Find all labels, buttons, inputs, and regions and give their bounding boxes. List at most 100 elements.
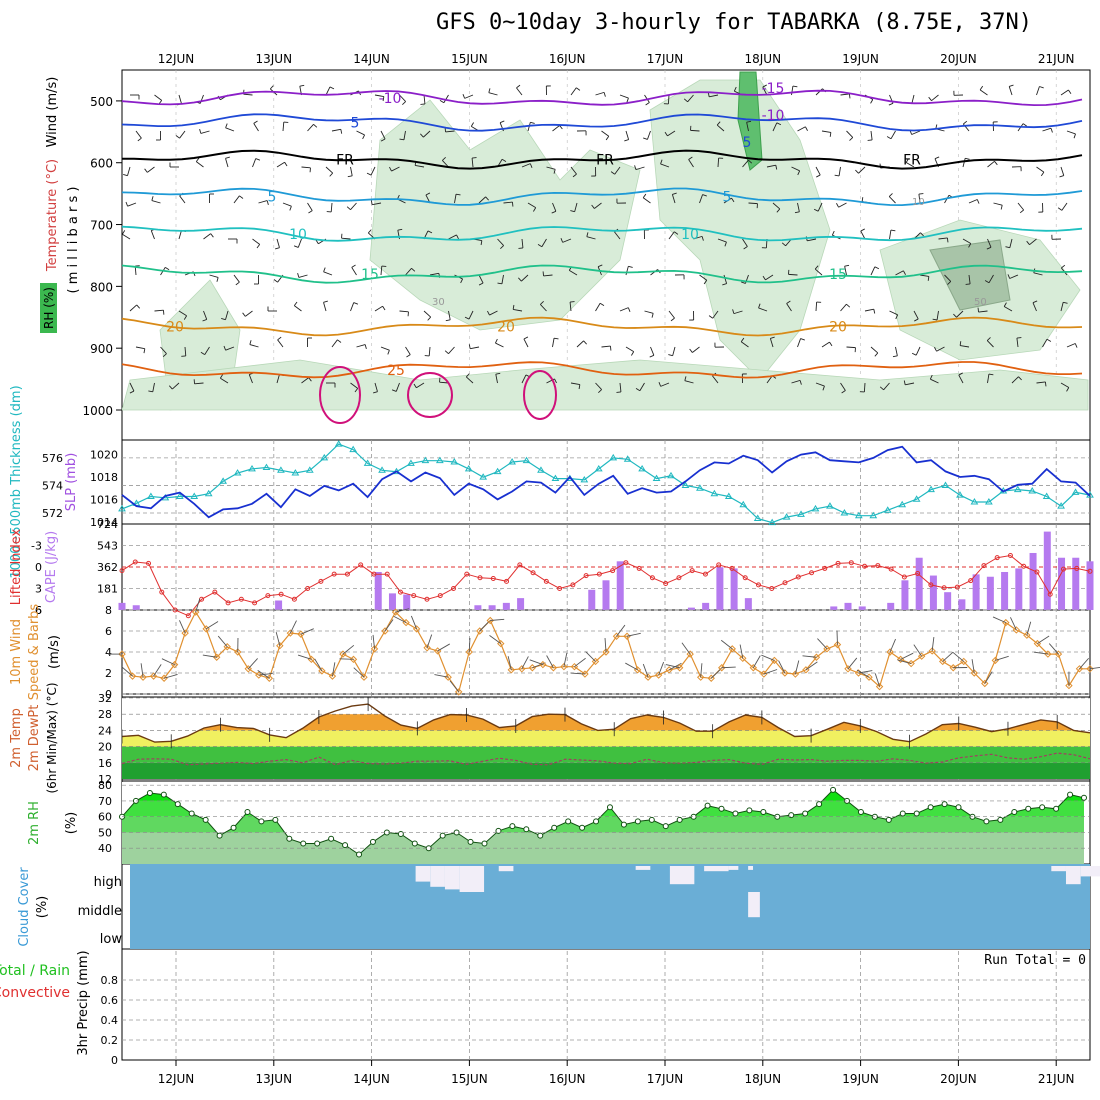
upper-wind-barb [373,391,378,394]
upper-wind-barb [276,238,280,248]
upper-wind-barb [1022,123,1028,127]
thickness-point [291,469,300,476]
upper-wind-barb [928,96,932,101]
wind-barb [992,616,1007,624]
upper-wind-barb [646,130,651,140]
wind-speed-point [370,645,379,653]
cape-bar [901,580,909,610]
thickness-point [927,485,935,493]
upper-wind-barb [323,300,328,303]
upper-wind-barb [918,194,921,204]
upper-wind-barb [389,166,392,172]
upper-wind-barb [672,346,676,356]
slp-line [121,445,1091,519]
precip-tick: 0.4 [101,1014,119,1027]
thickness-point [508,458,516,465]
upper-wind-barb [541,238,547,247]
thickness-point [479,473,488,480]
upper-wind-barb [323,271,333,276]
upper-wind-barb [276,161,285,168]
thickness-point [204,489,213,497]
upper-wind-label: Wind (m/s) [45,77,60,148]
upper-wind-barb [936,346,945,352]
upper-wind-barb [154,309,164,312]
wind-tick: 6 [105,625,112,638]
cloud-level-low: low [100,932,123,947]
upper-wind-barb [701,236,704,241]
thickness-point [363,459,372,466]
wind-barb [434,674,449,678]
upper-wind-barb [552,202,557,212]
upper-wind-barb [805,126,808,131]
upper-wind-barb [485,196,489,201]
upper-wind-barb [708,315,713,319]
wind-tick: 2 [105,667,112,680]
wind-barb [642,663,649,678]
upper-wind-barb [867,139,873,141]
upper-wind-barb [402,101,406,105]
thickness-point [869,511,878,519]
precip-tick: 0.8 [101,974,119,987]
wind-barb [384,619,394,632]
thickness-point [710,489,719,497]
upper-wind-barb [455,193,461,196]
upper-wind-barb [716,121,721,126]
upper-wind-barb [605,136,610,141]
upper-wind-barb [297,273,300,278]
wind-barb [721,666,736,669]
isotherm-line [121,225,1083,242]
wind-speed-point [486,616,494,625]
upper-wind-barb [543,274,553,277]
upper-wind-barb [861,197,864,202]
upper-wind-barb [683,98,688,103]
upper-wind-barb [1029,238,1037,246]
wind-speed-point [518,665,526,673]
wind-barb [681,642,691,655]
date-label-bottom: 19JUN [842,1072,879,1086]
upper-wind-barb [849,137,854,141]
upper-wind-barb [879,386,884,391]
upper-wind-barb [277,336,282,341]
upper-wind-barb [216,277,219,282]
wind-barb [665,664,680,669]
rh2m-tick: 60 [98,811,112,824]
upper-wind-barb [209,274,219,278]
wind-barb [258,672,273,676]
upper-wind-barb [748,159,753,164]
upper-wind-barb [797,126,806,132]
upper-wind-barb [1016,338,1019,348]
upper-wind-barb [151,196,154,201]
wind-barb [971,659,975,674]
upper-wind-barb [625,346,634,353]
upper-wind-barb [301,166,311,169]
upper-wind-barb [822,385,825,391]
rh-band [122,832,1084,864]
wind-barb [163,673,178,679]
thickness-tick: 576 [42,452,63,465]
upper-wind-barb [934,156,940,160]
upper-wind-barb [248,374,253,384]
thickness-point [580,475,589,483]
upper-wind-barb [500,245,504,249]
upper-wind-barb [769,338,774,348]
upper-wind-barb [1066,343,1076,348]
upper-wind-barb [307,124,314,132]
rh-mask [122,782,1084,855]
wind-barb [140,663,144,678]
upper-wind-barb [178,230,182,240]
upper-wind-barb [740,337,745,342]
lifted-index-point [384,571,390,577]
lifted-index-point [318,578,324,584]
upper-wind-barb [766,164,776,168]
upper-wind-barb [478,274,484,284]
upper-wind-barb [210,233,214,238]
upper-wind-barb [442,160,449,168]
rh2m-point [258,818,265,825]
upper-wind-barb [308,210,313,214]
upper-wind-barb [944,274,952,282]
wind-speed-point [1023,631,1031,639]
rh2m-point [369,838,376,845]
lifted-index-point [212,589,218,595]
upper-wind-barb [225,127,235,132]
upper-wind-barb [667,130,676,137]
